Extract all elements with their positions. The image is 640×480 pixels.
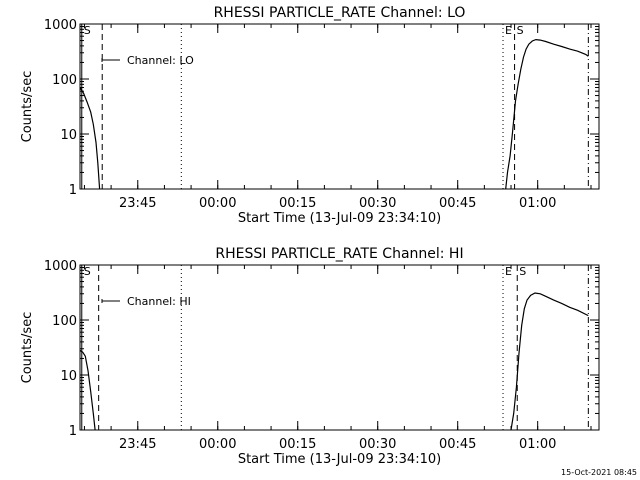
x-tick-label: 00:00 [199, 196, 236, 211]
y-tick-label: 1000 [44, 259, 77, 274]
time-marker-label: S [84, 265, 91, 278]
chart-title: RHESSI PARTICLE_RATE Channel: HI [215, 246, 463, 262]
y-tick-label: 1 [69, 424, 77, 439]
time-marker-label: S [519, 265, 526, 278]
x-tick-label: 23:45 [119, 437, 156, 452]
x-tick-label: 00:00 [199, 437, 236, 452]
x-axis-label: Start Time (13-Jul-09 23:34:10) [238, 211, 441, 226]
x-tick-label: 01:00 [519, 196, 556, 211]
time-marker-label: E [505, 24, 512, 37]
series-line [505, 38, 589, 189]
legend-label: Channel: HI [127, 295, 191, 308]
time-marker-label: E [505, 265, 512, 278]
plot-frame [79, 264, 600, 431]
series-line [80, 349, 96, 430]
chart-panels: RHESSI PARTICLE_RATE Channel: LO11010010… [20, 5, 600, 467]
y-tick-label: 1 [69, 183, 77, 198]
y-tick-label: 100 [52, 314, 77, 329]
x-tick-label: 00:45 [439, 437, 476, 452]
plot-frame [79, 23, 600, 190]
y-tick-label: 10 [60, 128, 77, 143]
x-axis-label: Start Time (13-Jul-09 23:34:10) [238, 452, 441, 467]
y-tick-label: 1000 [44, 18, 77, 33]
time-marker-label: S [84, 24, 91, 37]
chart-title: RHESSI PARTICLE_RATE Channel: LO [214, 5, 466, 21]
chart-panel: RHESSI PARTICLE_RATE Channel: HI 1 10 100 10… [20, 246, 600, 467]
series-line [510, 292, 589, 430]
y-axis-label: Counts/sec [20, 312, 35, 384]
x-tick-label: 01:00 [519, 437, 556, 452]
x-tick-label: 00:30 [359, 437, 396, 452]
x-tick-label: 00:45 [439, 196, 476, 211]
x-tick-label: 00:15 [279, 196, 316, 211]
legend-label: Channel: LO [127, 54, 194, 67]
time-marker-label: S [517, 24, 524, 37]
timestamp-label: 15-Oct-2021 08:45 [561, 468, 637, 477]
chart-panel: RHESSI PARTICLE_RATE Channel: LO 1 10 100 10… [20, 5, 600, 226]
series-line [80, 87, 101, 189]
x-tick-label: 23:45 [119, 196, 156, 211]
y-tick-label: 100 [52, 73, 77, 88]
y-tick-label: 10 [60, 369, 77, 384]
y-axis-label: Counts/sec [20, 71, 35, 143]
x-tick-label: 00:15 [279, 437, 316, 452]
x-tick-label: 00:30 [359, 196, 396, 211]
